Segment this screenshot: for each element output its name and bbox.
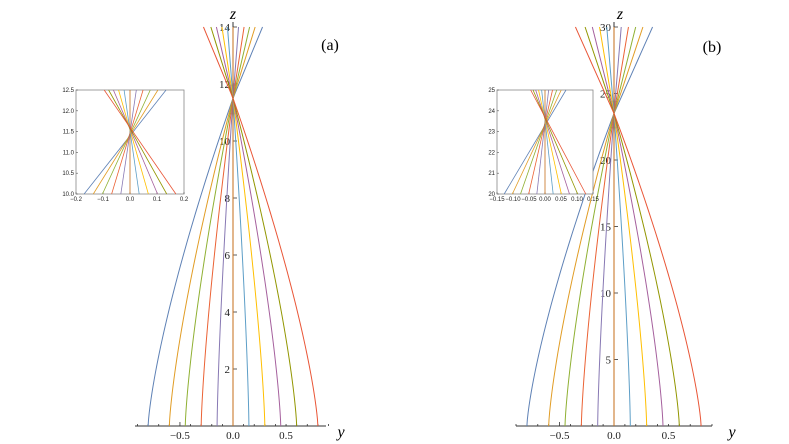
inset-y-tick-label: 22 (488, 150, 495, 156)
inset-ray-line (535, 89, 570, 195)
z-tick-label: 12 (219, 79, 230, 91)
inset-ray-line (118, 89, 149, 195)
inset-x-tick-label: 0.10 (571, 197, 583, 203)
inset-ray-line (103, 89, 177, 195)
inset-x-tick-label: −0.1 (97, 197, 110, 203)
ray-line (564, 26, 637, 427)
z-axis-title: z (229, 6, 237, 23)
inset-y-tick-label: 24 (488, 109, 495, 115)
ray-line (599, 26, 648, 427)
inset-ray-line (520, 89, 558, 195)
z-tick-label: 2 (225, 364, 231, 376)
inset-plot: −0.15 −0.10 −0.05 0.00 0.05 0.10 0.15 20 21 22 23 2… (488, 88, 599, 203)
inset-x-tick-label: 0.0 (126, 197, 135, 203)
inset-x-tick-label: 0.2 (180, 197, 189, 203)
ray-line (168, 26, 256, 427)
inset-y-tick-label: 11.5 (63, 130, 75, 136)
inset-y-tick-label: 20 (488, 192, 495, 198)
inset-ray-line (536, 89, 550, 195)
ray-line (574, 26, 702, 427)
x-tick-label: −0.5 (170, 430, 190, 442)
inset-x-tick-label: 0.05 (555, 197, 567, 203)
x-tick-label: −0.5 (550, 430, 570, 442)
y-axis-title: y (726, 424, 736, 441)
inset-ray-line (532, 89, 579, 195)
inset-x-tick-label: −0.10 (505, 197, 521, 203)
inset-ray-line (120, 89, 137, 195)
z-tick-label: 15 (600, 222, 612, 234)
inset-x-tick-label: −0.2 (70, 197, 83, 203)
panel-label: (a) (321, 37, 339, 54)
inset-x-tick-label: 0.1 (153, 197, 162, 203)
z-tick-label: 5 (606, 355, 612, 367)
inset-ray-line (530, 89, 587, 195)
inset-y-tick-label: 21 (488, 171, 495, 177)
inset-y-tick-label: 25 (488, 88, 495, 94)
inset-y-tick-label: 10.5 (62, 171, 74, 177)
inset-ray-line (511, 89, 562, 195)
inset-x-tick-label: −0.05 (521, 197, 537, 203)
z-axis-title: z (616, 6, 624, 23)
z-tick-label: 6 (225, 250, 231, 262)
inset-y-tick-label: 11.0 (63, 150, 75, 156)
inset-ray-line (92, 89, 159, 195)
inset-ray-line (538, 89, 562, 195)
inset-ray-line (113, 89, 158, 195)
ray-line (606, 26, 631, 427)
inset-plot: −0.2 −0.1 0.0 0.1 0.2 10.0 10.5 11.0 11.5 12.0 12.… (62, 88, 189, 203)
ray-line (591, 26, 664, 427)
inset-y-tick-label: 23 (488, 130, 495, 136)
inset-ray-line (83, 89, 167, 195)
z-tick-label: 8 (225, 193, 231, 205)
x-tick-label: 0.0 (226, 430, 240, 442)
inset-y-tick-label: 12.0 (62, 109, 74, 115)
x-tick-label: 0.0 (607, 430, 621, 442)
ray-line (203, 26, 319, 427)
inset-ray-line (528, 89, 553, 195)
z-tick-label: 10 (600, 288, 612, 300)
ray-line (597, 26, 622, 427)
ray-line (526, 26, 654, 427)
inset-ray-line (123, 89, 140, 195)
z-tick-label: 20 (600, 155, 612, 167)
inset-ray-line (102, 89, 151, 195)
inset-x-tick-label: 0.15 (587, 197, 599, 203)
z-tick-label: 30 (600, 22, 612, 34)
y-axis-title: y (335, 424, 345, 441)
inset-ray-line (111, 89, 144, 195)
z-tick-label: 4 (225, 307, 231, 319)
x-tick-label: 0.5 (279, 430, 293, 442)
inset-ray-line (503, 89, 567, 195)
chart-panel-b: −0.5 0.0 0.5 5 10 15 20 25 30 z y (b) −0.15 −0.10 −0.0… (488, 6, 736, 442)
inset-x-tick-label: 0.00 (539, 197, 551, 203)
ray-line (548, 26, 644, 427)
inset-ray-line (541, 89, 554, 195)
inset-y-tick-label: 10.0 (62, 192, 74, 198)
inset-ray-line (108, 89, 168, 195)
panel-label: (b) (703, 39, 722, 56)
inset-y-tick-label: 12.5 (62, 88, 74, 94)
ray-line (584, 26, 680, 427)
inset-x-tick-label: −0.15 (489, 197, 505, 203)
z-tick-label: 14 (219, 22, 231, 34)
ray-line (147, 26, 263, 427)
x-tick-label: 0.5 (662, 430, 676, 442)
ray-line (580, 26, 629, 427)
